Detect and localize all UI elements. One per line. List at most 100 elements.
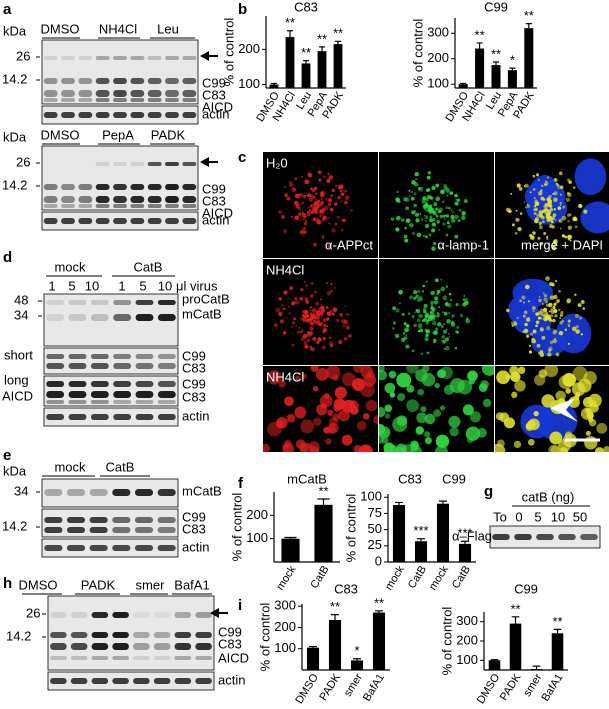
puncta bbox=[567, 225, 572, 230]
band bbox=[43, 196, 58, 203]
bar bbox=[281, 538, 300, 562]
puncta bbox=[426, 202, 428, 204]
band bbox=[66, 545, 86, 551]
puncta bbox=[436, 313, 441, 318]
band bbox=[95, 78, 110, 84]
band bbox=[165, 184, 179, 190]
blot-background bbox=[43, 293, 179, 347]
puncta bbox=[310, 322, 314, 326]
puncta bbox=[461, 211, 466, 216]
puncta bbox=[536, 213, 540, 217]
puncta bbox=[427, 314, 433, 320]
puncta bbox=[347, 313, 350, 316]
exposure-label: long bbox=[4, 372, 29, 387]
band bbox=[153, 612, 171, 618]
puncta bbox=[529, 332, 534, 337]
puncta bbox=[419, 212, 422, 215]
band bbox=[78, 90, 93, 97]
puncta bbox=[300, 288, 304, 292]
puncta bbox=[420, 406, 427, 413]
puncta bbox=[326, 311, 332, 317]
puncta bbox=[532, 231, 536, 235]
band bbox=[113, 184, 127, 190]
puncta bbox=[300, 331, 303, 334]
band bbox=[46, 400, 65, 404]
band bbox=[113, 414, 132, 420]
error-bar bbox=[352, 658, 362, 661]
puncta bbox=[536, 343, 541, 348]
puncta bbox=[542, 220, 545, 224]
puncta bbox=[514, 320, 517, 324]
band bbox=[46, 391, 65, 398]
bar bbox=[314, 504, 333, 562]
band bbox=[147, 204, 162, 208]
puncta bbox=[337, 400, 347, 410]
puncta bbox=[322, 215, 327, 220]
puncta bbox=[554, 314, 558, 318]
puncta bbox=[443, 347, 446, 350]
band bbox=[174, 643, 192, 650]
band bbox=[157, 354, 176, 359]
puncta bbox=[508, 366, 519, 376]
puncta bbox=[533, 410, 539, 417]
puncta bbox=[430, 306, 435, 311]
band bbox=[558, 534, 576, 540]
puncta bbox=[511, 223, 515, 227]
puncta bbox=[302, 217, 306, 221]
puncta bbox=[301, 212, 305, 215]
puncta bbox=[299, 230, 305, 235]
band bbox=[130, 204, 145, 208]
band bbox=[157, 527, 176, 533]
puncta bbox=[341, 319, 346, 324]
band bbox=[68, 354, 87, 359]
band bbox=[95, 162, 110, 166]
puncta bbox=[550, 314, 554, 317]
puncta bbox=[319, 209, 324, 214]
band bbox=[113, 90, 127, 97]
puncta bbox=[390, 217, 394, 221]
loading-label: actin bbox=[218, 672, 245, 687]
puncta bbox=[328, 336, 331, 339]
puncta bbox=[397, 393, 406, 402]
band bbox=[89, 545, 108, 551]
band-label: mCatB bbox=[182, 483, 222, 498]
puncta bbox=[556, 299, 560, 304]
puncta bbox=[443, 183, 448, 188]
puncta bbox=[517, 227, 522, 232]
blot bbox=[47, 671, 215, 691]
lane-label: Leu bbox=[157, 21, 179, 36]
puncta bbox=[403, 322, 407, 326]
puncta bbox=[432, 217, 436, 221]
puncta bbox=[303, 216, 305, 218]
band bbox=[113, 98, 127, 102]
puncta bbox=[373, 415, 378, 425]
error-bar bbox=[416, 538, 426, 542]
band bbox=[61, 78, 75, 84]
puncta bbox=[448, 311, 451, 314]
lane-label: To bbox=[493, 509, 507, 524]
band bbox=[182, 78, 197, 84]
band bbox=[70, 632, 88, 638]
puncta bbox=[288, 312, 291, 315]
band-label: AICD bbox=[202, 205, 233, 220]
panel-letter: g bbox=[484, 483, 493, 500]
puncta bbox=[332, 307, 338, 313]
puncta bbox=[561, 319, 565, 323]
micrograph-content bbox=[379, 366, 494, 452]
y-tick-label: 300 bbox=[456, 613, 478, 628]
puncta bbox=[463, 300, 469, 306]
panel-letter: i bbox=[238, 597, 242, 614]
puncta bbox=[321, 345, 326, 350]
error-bar bbox=[287, 30, 293, 38]
puncta bbox=[325, 325, 328, 328]
marker-label: 14.2 bbox=[6, 628, 31, 643]
puncta bbox=[566, 298, 572, 303]
puncta bbox=[429, 215, 433, 219]
lane-label: BafA1 bbox=[174, 577, 209, 592]
puncta bbox=[450, 214, 455, 219]
puncta bbox=[434, 382, 440, 389]
puncta bbox=[465, 426, 481, 441]
x-tick-label: BafA1 bbox=[361, 672, 387, 704]
puncta bbox=[284, 193, 288, 197]
